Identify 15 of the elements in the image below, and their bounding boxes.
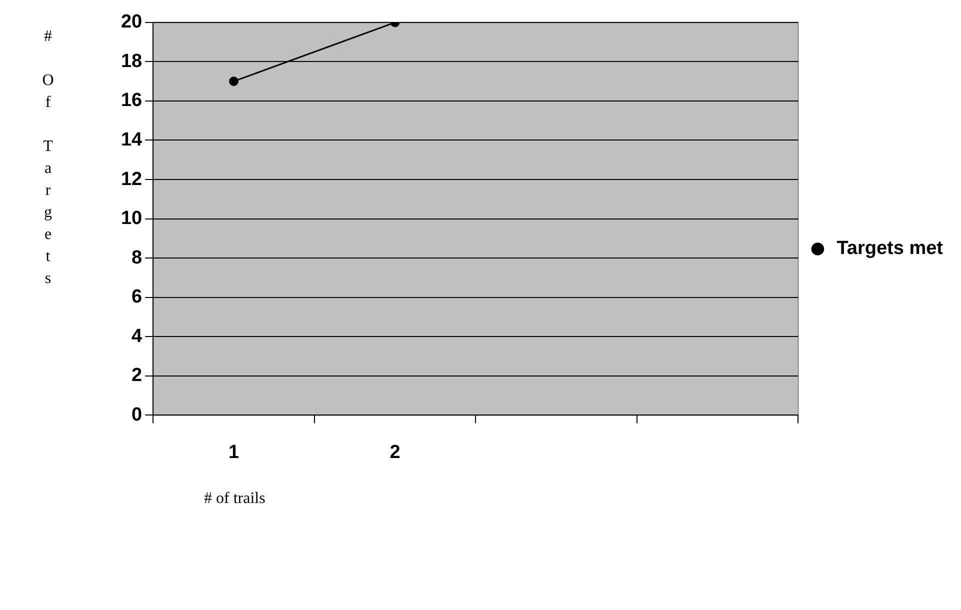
y-tick-label: 12: [120, 168, 142, 190]
text: # Of Targets: [42, 28, 54, 287]
y-tick-label: 18: [120, 50, 142, 72]
x-axis-title: # of trails: [204, 490, 266, 508]
y-tick-label: 6: [132, 286, 142, 308]
x-tick-label: 1: [228, 442, 240, 463]
y-tick-label: 16: [120, 90, 142, 112]
y-tick-label: 0: [132, 404, 142, 426]
y-tick-label: 14: [120, 129, 143, 150]
y-tick-label: 20: [120, 12, 142, 33]
y-tick-label: 10: [120, 208, 142, 230]
y-tick-label: 2: [132, 365, 142, 386]
y-tick-label: 4: [132, 326, 143, 347]
legend-label: Targets met: [836, 238, 944, 260]
y-tick-label: 8: [132, 247, 142, 268]
